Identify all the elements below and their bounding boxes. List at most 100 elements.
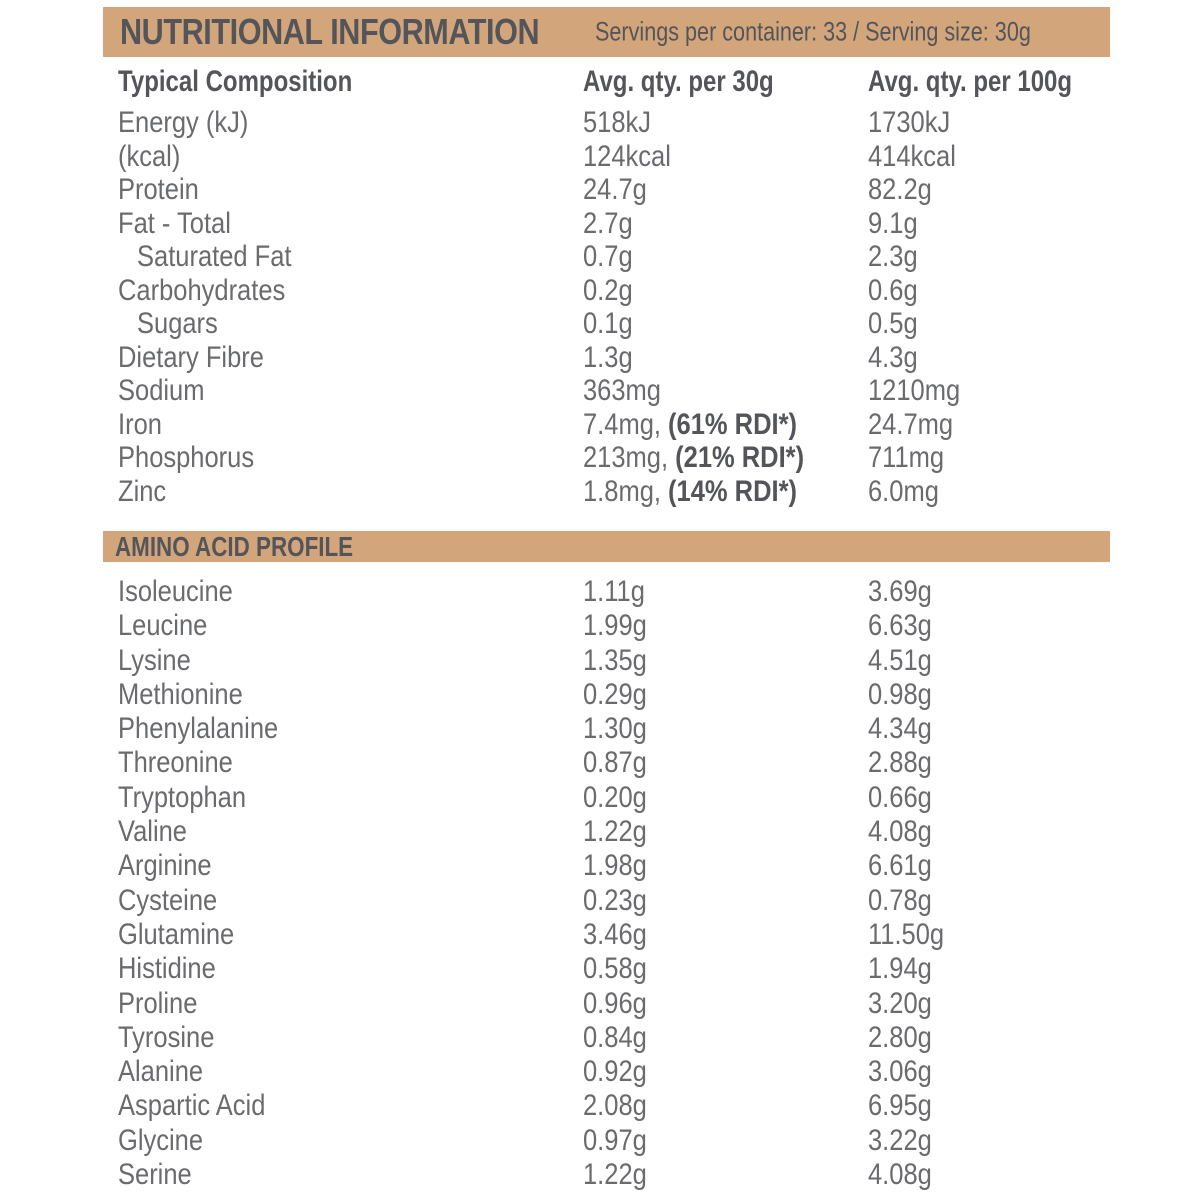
nutrient-label: Energy (kJ) [118,106,249,139]
amino-label: Glycine [118,1123,204,1157]
column-header-per-100g: Avg. qty. per 100g [868,65,1073,98]
value-per-30g: 1.99g [583,609,647,643]
value-per-100g: 4.51g [868,643,932,677]
value-per-30g: 1.30g [583,712,647,746]
value-per-100g: 6.95g [868,1089,932,1123]
amino-label: Methionine [118,677,243,711]
value-per-30g: 0.20g [583,780,647,814]
value-per-30g: 1.8mg, (14% RDI*) [583,474,798,508]
nutrition-header-bar: NUTRITIONAL INFORMATION Servings per con… [103,7,1110,57]
value-per-100g: 1730kJ [868,106,951,139]
value-per-100g: 11.50g [868,917,945,951]
value-per-100g: 3.20g [868,986,932,1020]
nutrient-label: Zinc [118,474,167,508]
value-per-30g: 3.46g [583,917,647,951]
value-per-30g: 1.11g [583,575,645,608]
value-per-100g: 3.22g [868,1123,932,1157]
table-row: Protein 24.7g 82.2g [103,173,1110,207]
value-per-100g: 24.7mg [868,407,954,441]
table-row: Sugars 0.1g 0.5g [103,307,1110,341]
amino-acid-title: AMINO ACID PROFILE [115,530,354,562]
table-row: Energy (kJ) 518kJ 1730kJ [103,106,1110,140]
value-per-30g: 1.98g [583,849,647,883]
amino-label: Valine [118,815,187,849]
value-per-30g: 518kJ [583,106,652,139]
table-row: Tyrosine 0.84g 2.80g [103,1021,1110,1055]
value-per-100g: 0.5g [868,307,918,340]
amino-label: Serine [118,1158,192,1192]
amino-label: Leucine [118,609,208,643]
amino-label: Proline [118,986,198,1020]
value-per-100g: 1.94g [868,952,932,986]
table-row: Methionine 0.29g 0.98g [103,678,1110,712]
table-row: Iron 7.4mg, (61% RDI*) 24.7mg [103,408,1110,442]
value-per-100g: 2.3g [868,240,918,273]
value-per-30g: 213mg, (21% RDI*) [583,441,805,474]
nutrient-label: Iron [118,407,162,441]
nutrient-label: Protein [118,173,199,206]
amino-acid-table: Isoleucine 1.11g 3.69g Leucine 1.99g 6.6… [103,575,1110,1192]
table-row: Leucine 1.99g 6.63g [103,609,1110,643]
value-per-30g: 0.23g [583,883,647,917]
column-header-composition: Typical Composition [118,65,353,98]
value-per-30g: 0.97g [583,1123,647,1157]
nutrient-label: Sugars [137,307,218,340]
table-row: (kcal) 124kcal 414kcal [103,140,1110,174]
amino-label: Glutamine [118,917,235,951]
value-per-100g: 82.2g [868,173,932,206]
column-header-per-30g: Avg. qty. per 30g [583,65,774,98]
amino-label: Phenylalanine [118,712,279,746]
table-row: Histidine 0.58g 1.94g [103,952,1110,986]
table-row: Saturated Fat 0.7g 2.3g [103,240,1110,274]
table-row: Fat - Total 2.7g 9.1g [103,207,1110,241]
value-per-30g: 1.3g [583,340,633,374]
composition-table: Energy (kJ) 518kJ 1730kJ (kcal) 124kcal … [103,106,1110,508]
table-row: Carbohydrates 0.2g 0.6g [103,274,1110,308]
value-per-30g: 124kcal [583,139,671,173]
table-row: Sodium 363mg 1210mg [103,374,1110,408]
value-per-100g: 4.08g [868,1158,932,1192]
value-per-30g: 0.92g [583,1055,647,1089]
nutrition-panel: NUTRITIONAL INFORMATION Servings per con… [103,0,1110,1192]
rdi-value: (21% RDI*) [675,441,805,474]
table-row: Aspartic Acid 2.08g 6.95g [103,1089,1110,1123]
value-per-30g: 0.96g [583,986,647,1020]
value-per-100g: 414kcal [868,139,956,173]
value-per-100g: 0.98g [868,677,932,711]
value-per-30g: 363mg [583,374,661,407]
value-per-100g: 4.34g [868,712,932,746]
value-per-30g: 0.2g [583,273,633,307]
table-row: Proline 0.96g 3.20g [103,987,1110,1021]
amino-label: Tyrosine [118,1020,215,1054]
table-row: Serine 1.22g 4.08g [103,1158,1110,1192]
value-per-30g: 0.58g [583,952,647,986]
value-per-30g: 2.08g [583,1089,647,1123]
table-row: Glycine 0.97g 3.22g [103,1124,1110,1158]
value-per-100g: 9.1g [868,206,918,240]
value-per-100g: 0.66g [868,780,932,814]
value-per-100g: 6.61g [868,849,932,883]
table-row: Alanine 0.92g 3.06g [103,1055,1110,1089]
value-per-30g: 1.22g [583,815,647,849]
nutrient-label: Phosphorus [118,441,255,474]
value-per-100g: 2.88g [868,746,932,780]
column-header-row: Typical Composition Avg. qty. per 30g Av… [103,63,1110,101]
amino-label: Tryptophan [118,780,247,814]
nutrient-label: Fat - Total [118,206,231,240]
value-per-100g: 2.80g [868,1020,932,1054]
table-row: Phosphorus 213mg, (21% RDI*) 711mg [103,441,1110,475]
value-per-30g: 2.7g [583,206,633,240]
value-per-100g: 4.08g [868,815,932,849]
value-per-30g: 7.4mg, (61% RDI*) [583,407,798,441]
amino-label: Histidine [118,952,216,986]
table-row: Arginine 1.98g 6.61g [103,849,1110,883]
rdi-value: (14% RDI*) [668,474,798,508]
value-per-100g: 3.69g [868,575,932,608]
value-per-30g: 0.29g [583,677,647,711]
table-row: Lysine 1.35g 4.51g [103,644,1110,678]
nutrient-label: (kcal) [118,139,181,173]
amino-label: Alanine [118,1055,204,1089]
value-per-100g: 3.06g [868,1055,932,1089]
table-row: Glutamine 3.46g 11.50g [103,918,1110,952]
value-per-100g: 4.3g [868,340,918,374]
